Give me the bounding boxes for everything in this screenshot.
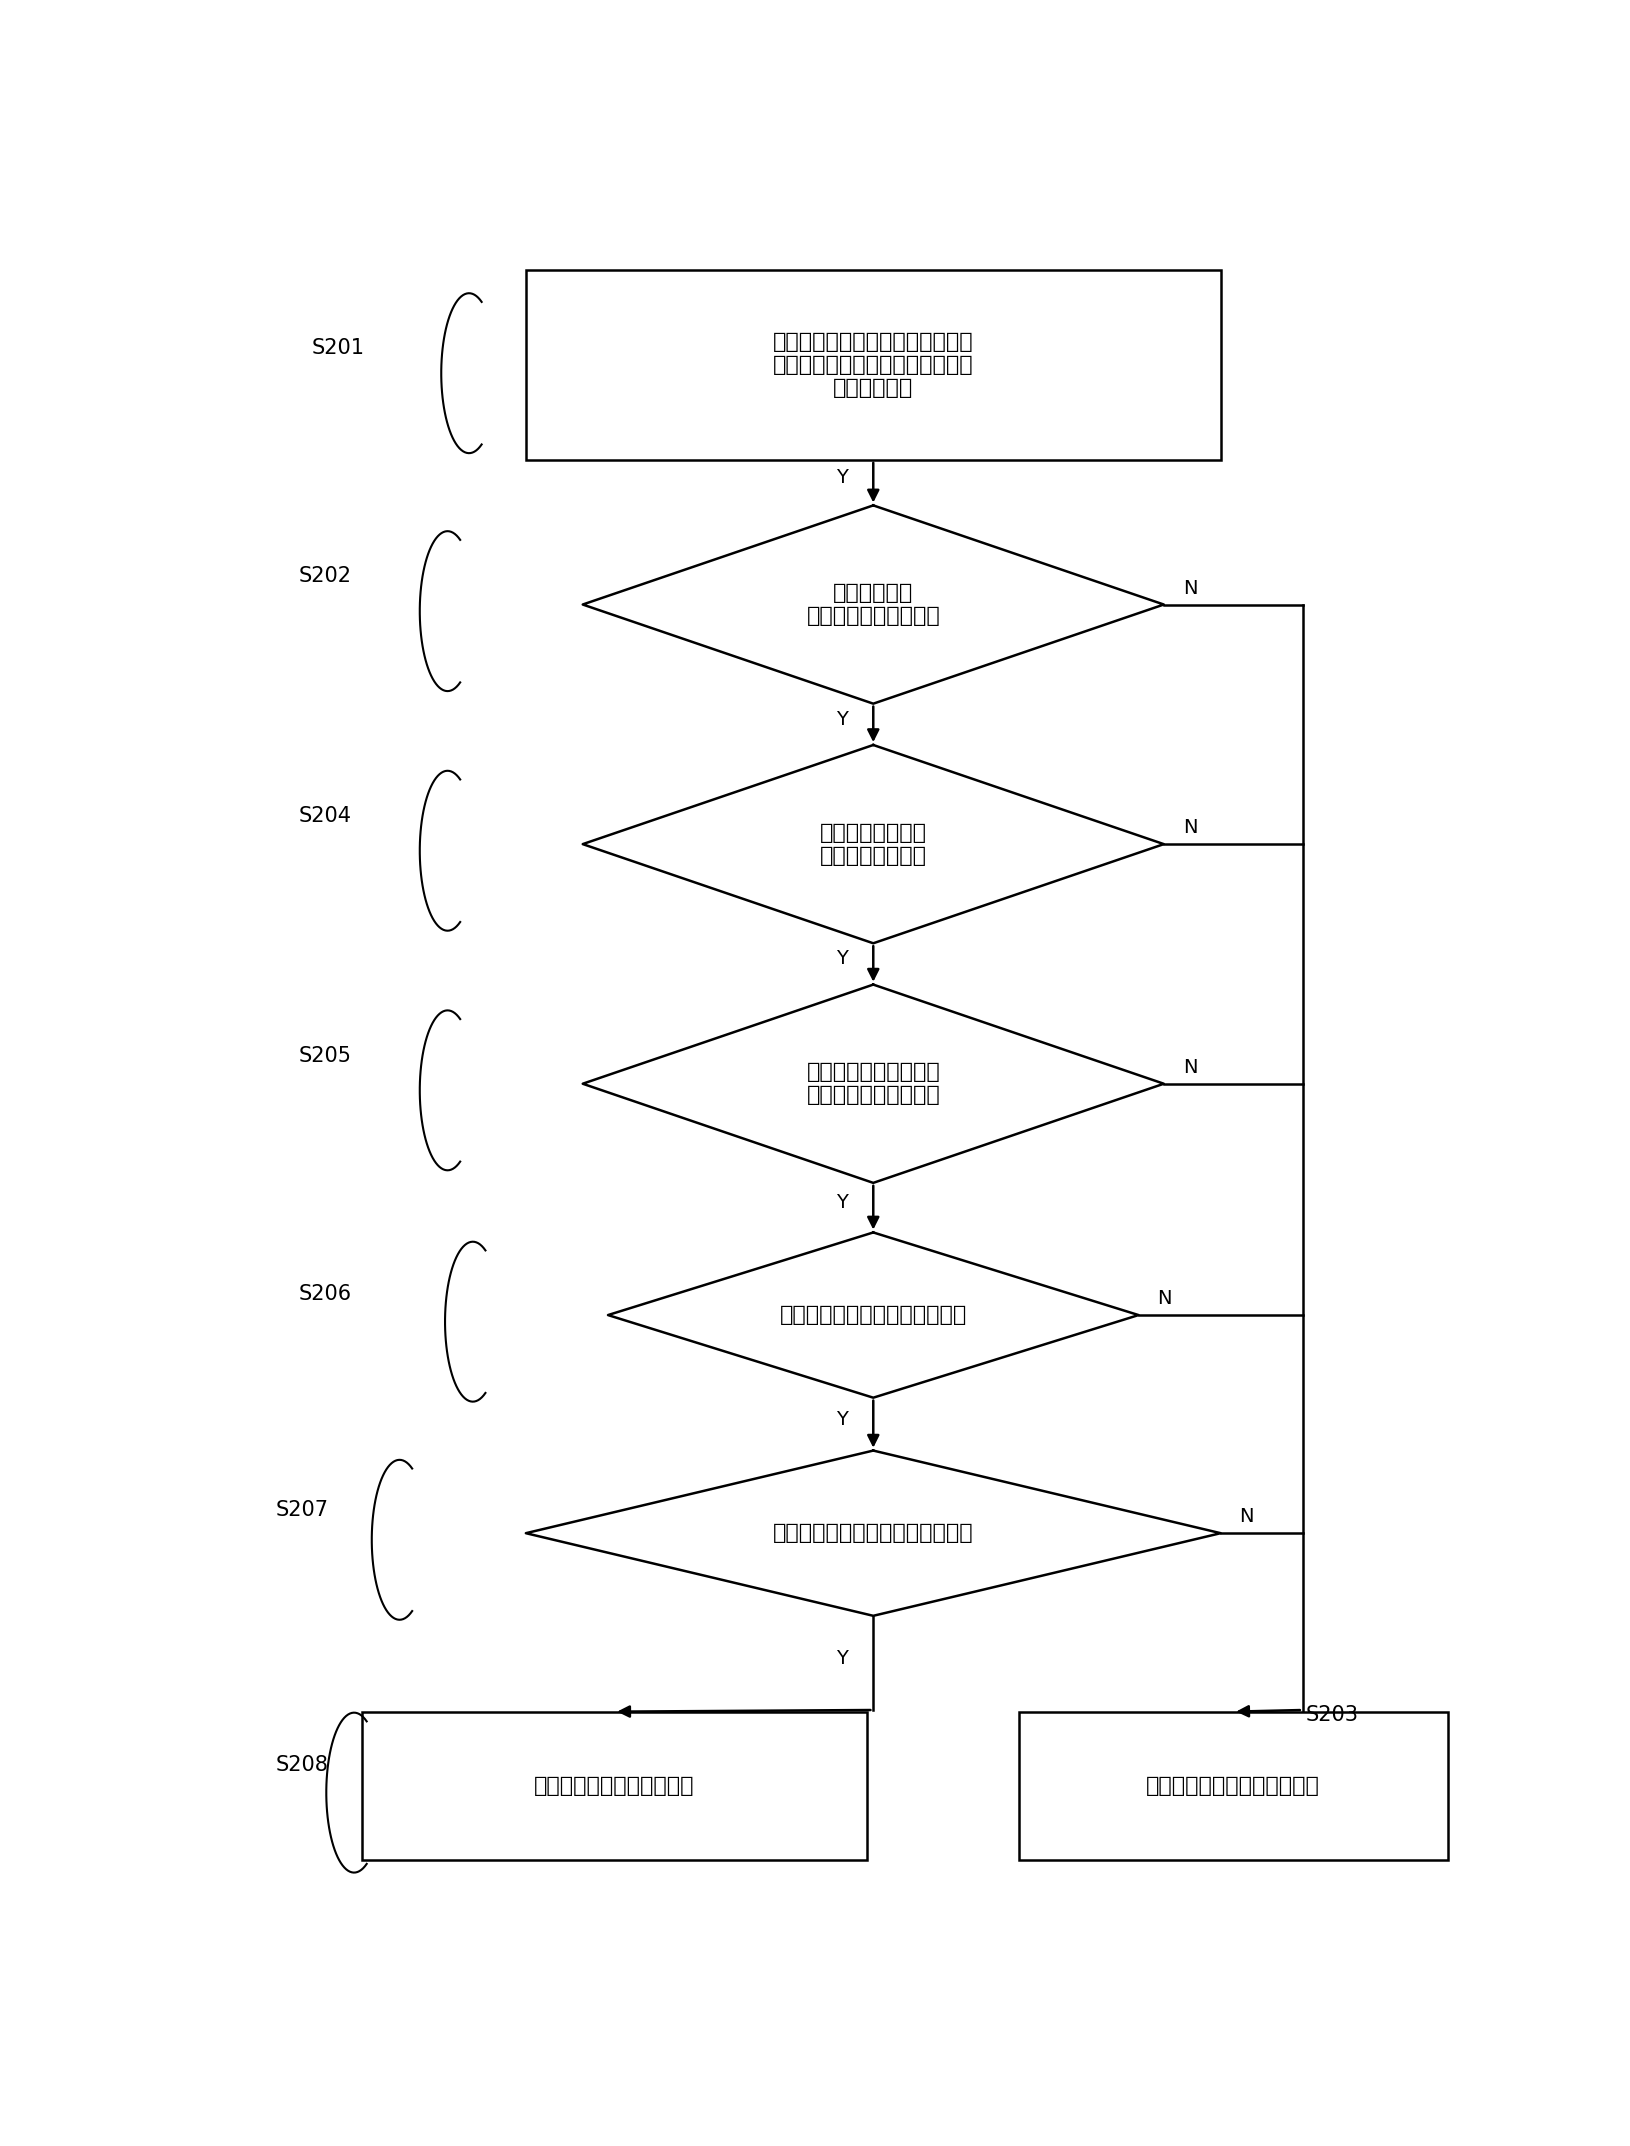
Text: 脉冲信号是否由稀疏变得逐渐密集: 脉冲信号是否由稀疏变得逐渐密集 bbox=[773, 1524, 973, 1543]
Text: S203: S203 bbox=[1306, 1704, 1358, 1725]
Text: 检测噪声频率
在单位时间内是否连续: 检测噪声频率 在单位时间内是否连续 bbox=[807, 584, 941, 627]
Text: N: N bbox=[1240, 1506, 1253, 1526]
Text: Y: Y bbox=[836, 1650, 848, 1667]
Text: Y: Y bbox=[836, 949, 848, 968]
Text: N: N bbox=[1183, 579, 1198, 597]
Text: 提取单位时间内接收的噪声信号中
的噪声频率、声压强度、声波振幅
及脉冲特征。: 提取单位时间内接收的噪声信号中 的噪声频率、声压强度、声波振幅 及脉冲特征。 bbox=[773, 333, 973, 399]
Text: S207: S207 bbox=[275, 1500, 329, 1519]
Text: N: N bbox=[1157, 1290, 1172, 1309]
Text: S205: S205 bbox=[298, 1045, 352, 1067]
Bar bbox=[1019, 1713, 1447, 1861]
Text: N: N bbox=[1183, 1058, 1198, 1077]
Text: Y: Y bbox=[836, 1193, 848, 1212]
Text: S201: S201 bbox=[311, 339, 363, 358]
Text: 声压大小是否呈逐渐增大的趋势: 声压大小是否呈逐渐增大的趋势 bbox=[779, 1305, 967, 1324]
Text: N: N bbox=[1183, 818, 1198, 837]
Bar bbox=[526, 270, 1221, 459]
Text: 单位时间内的声波振幅
是否呈逐渐增大的趋势: 单位时间内的声波振幅 是否呈逐渐增大的趋势 bbox=[807, 1062, 941, 1105]
Text: Y: Y bbox=[836, 468, 848, 487]
Text: S208: S208 bbox=[275, 1755, 329, 1775]
Text: 连续噪声频率大小
是否达到设定阈值: 连续噪声频率大小 是否达到设定阈值 bbox=[820, 822, 927, 865]
Bar bbox=[362, 1713, 867, 1861]
Text: S204: S204 bbox=[298, 807, 352, 826]
Text: S202: S202 bbox=[298, 567, 352, 586]
Text: Y: Y bbox=[836, 1410, 848, 1429]
Text: 删除该单位时间内的数据信息: 删除该单位时间内的数据信息 bbox=[1146, 1777, 1320, 1796]
Text: Y: Y bbox=[836, 710, 848, 730]
Text: S206: S206 bbox=[298, 1283, 352, 1303]
Text: 确定输电线路发生闪路故障: 确定输电线路发生闪路故障 bbox=[535, 1777, 694, 1796]
